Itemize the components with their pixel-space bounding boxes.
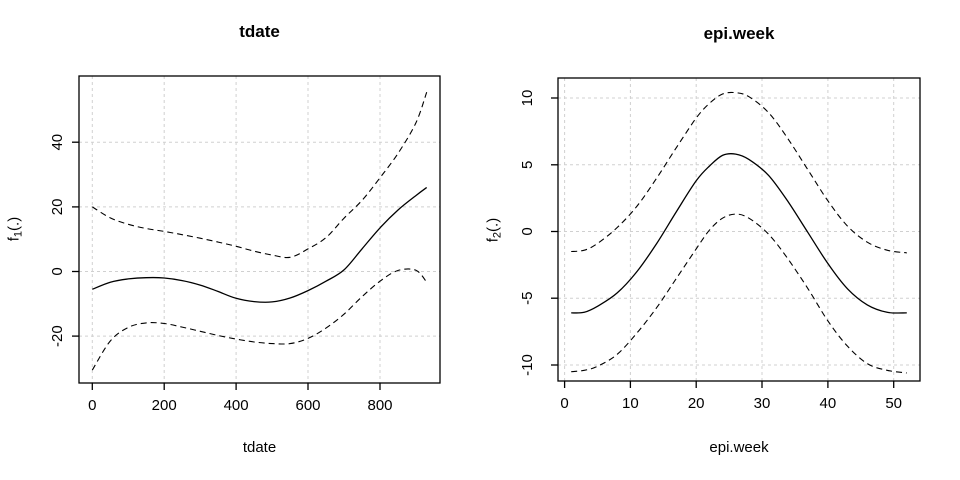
y-tick-label: 0 xyxy=(519,227,536,235)
y-tick-label: -10 xyxy=(519,354,536,376)
y-tick-label: 0 xyxy=(49,267,66,275)
y-tick-label: -5 xyxy=(519,292,536,305)
lower-ci-line xyxy=(571,213,907,374)
fit-line xyxy=(92,186,428,303)
plot-title-right: epi.week xyxy=(703,24,775,43)
y-label-base: f xyxy=(484,238,502,243)
y-axis-label-right: f2(.) xyxy=(485,218,504,242)
upper-ci-line xyxy=(92,92,428,259)
plot-title-left: tdate xyxy=(239,22,280,41)
x-tick-label: 40 xyxy=(820,395,837,412)
x-axis-label-left: tdate xyxy=(242,439,277,456)
plot-box xyxy=(557,77,921,382)
y-tick-label: -20 xyxy=(49,325,66,347)
y-label-args: (.) xyxy=(484,217,502,232)
y-label-base: f xyxy=(5,237,23,242)
x-axis-label-right: epi.week xyxy=(709,439,769,456)
x-tick-label: 0 xyxy=(88,397,96,414)
y-tick-label: 5 xyxy=(519,161,536,169)
y-tick-label: 20 xyxy=(49,199,66,216)
y-tick-label: 40 xyxy=(49,134,66,151)
lower-ci-line xyxy=(91,268,428,371)
x-tick-label: 800 xyxy=(367,397,392,414)
y-label-args: (.) xyxy=(5,216,23,231)
y-label-subscript: 2 xyxy=(491,231,504,239)
x-tick-label: 0 xyxy=(560,395,568,412)
x-tick-label: 30 xyxy=(754,395,771,412)
x-tick-label: 200 xyxy=(152,397,177,414)
x-tick-label: 10 xyxy=(622,395,639,412)
y-axis-label-left: f1(.) xyxy=(6,217,25,241)
plot-box xyxy=(78,75,441,384)
y-label-subscript: 1 xyxy=(12,230,25,238)
fit-line xyxy=(571,153,907,314)
x-tick-label: 600 xyxy=(295,397,320,414)
y-tick-label: 10 xyxy=(519,90,536,107)
upper-ci-line xyxy=(571,91,907,254)
x-tick-label: 400 xyxy=(224,397,249,414)
x-tick-label: 20 xyxy=(688,395,705,412)
x-tick-label: 50 xyxy=(885,395,902,412)
